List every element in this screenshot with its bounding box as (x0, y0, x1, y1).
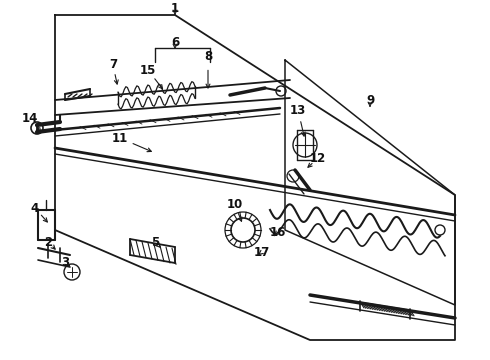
Text: 4: 4 (31, 202, 39, 215)
Text: 6: 6 (171, 36, 179, 49)
Text: 3: 3 (61, 256, 69, 269)
Text: 5: 5 (151, 235, 159, 248)
Text: 8: 8 (204, 50, 212, 63)
Text: 11: 11 (112, 131, 128, 144)
Text: 2: 2 (44, 235, 52, 248)
Text: 1: 1 (171, 1, 179, 14)
Text: 9: 9 (366, 94, 374, 107)
Text: 12: 12 (310, 152, 326, 165)
Text: 16: 16 (270, 225, 286, 238)
Text: 13: 13 (290, 104, 306, 117)
Text: 7: 7 (109, 58, 117, 72)
Text: 14: 14 (22, 112, 38, 125)
Text: 17: 17 (254, 246, 270, 258)
Text: 10: 10 (227, 198, 243, 211)
Text: 15: 15 (140, 63, 156, 77)
